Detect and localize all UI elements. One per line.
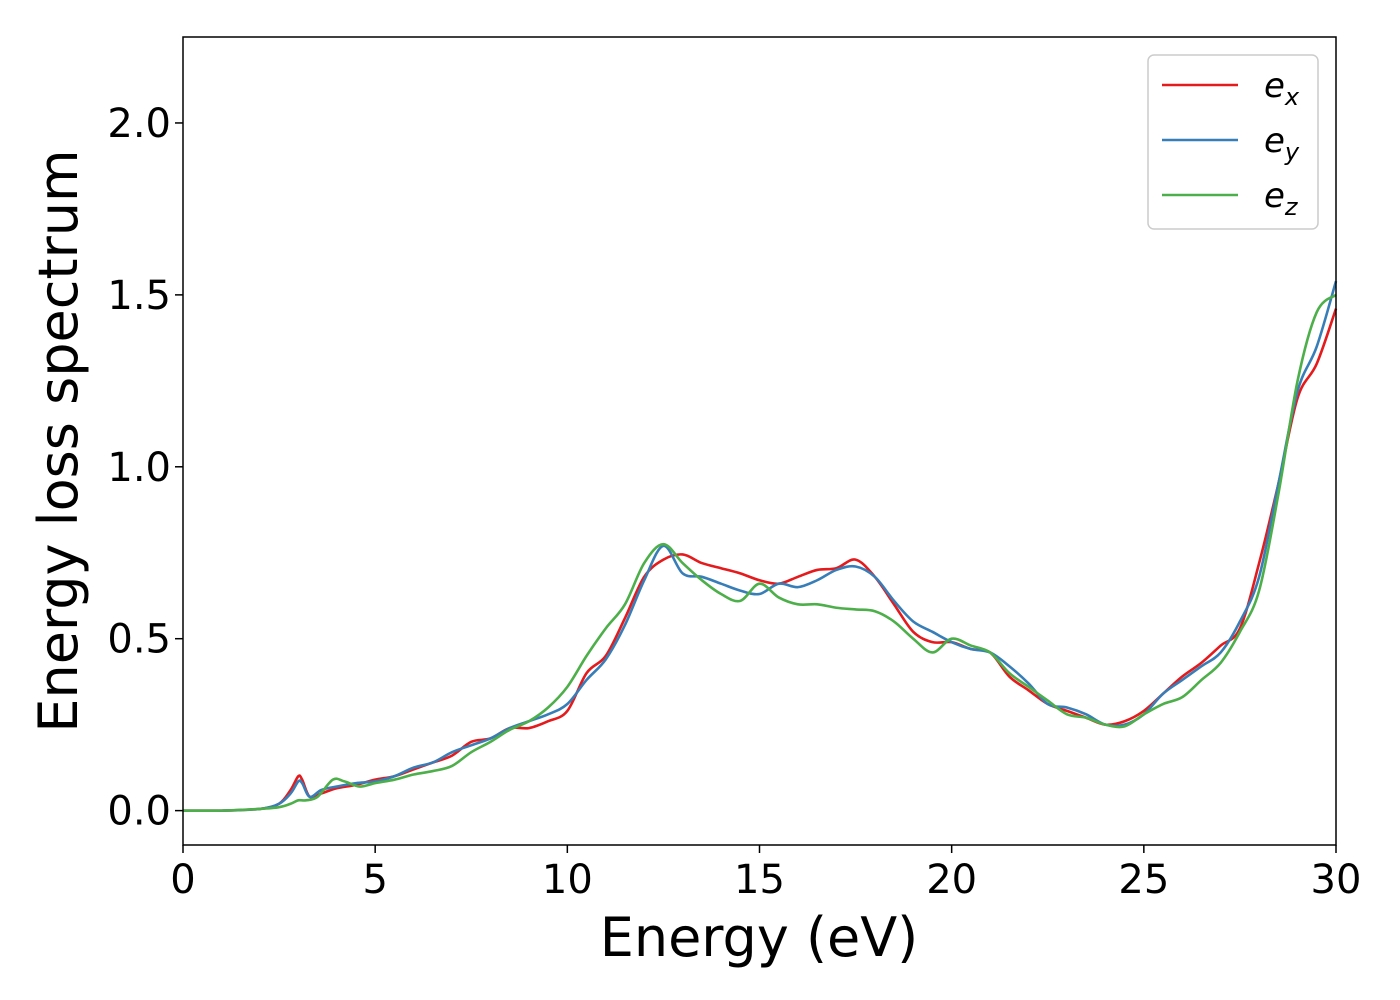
y-axis-ticks: 0.0 0.5 1.0 1.5 2.0 (107, 101, 183, 835)
y-axis-title: Energy loss spectrum (27, 149, 90, 732)
legend-label-z: ez (1264, 176, 1299, 221)
legend-label-x: ex (1264, 66, 1300, 111)
y-tick-label: 1.5 (107, 273, 171, 319)
x-tick-label: 30 (1311, 857, 1362, 903)
y-tick-label: 2.0 (107, 101, 171, 147)
legend-box (1147, 54, 1319, 230)
y-tick-label: 0.0 (107, 789, 171, 835)
y-tick-label: 0.5 (107, 617, 171, 663)
x-axis-title: Energy (eV) (600, 906, 919, 969)
x-tick-label: 25 (1118, 857, 1169, 903)
x-axis-ticks: 0 5 10 15 20 25 30 (170, 845, 1361, 903)
series-layer (182, 280, 1338, 813)
legend-label-y: ey (1264, 121, 1300, 166)
x-tick-label: 15 (734, 857, 785, 903)
x-tick-label: 10 (542, 857, 593, 903)
x-tick-label: 20 (926, 857, 977, 903)
x-tick-label: 5 (362, 857, 387, 903)
x-tick-label: 0 (170, 857, 195, 903)
y-tick-label: 1.0 (107, 445, 171, 491)
legend: ex ey ez (1147, 54, 1319, 230)
series-line-z (182, 293, 1337, 813)
